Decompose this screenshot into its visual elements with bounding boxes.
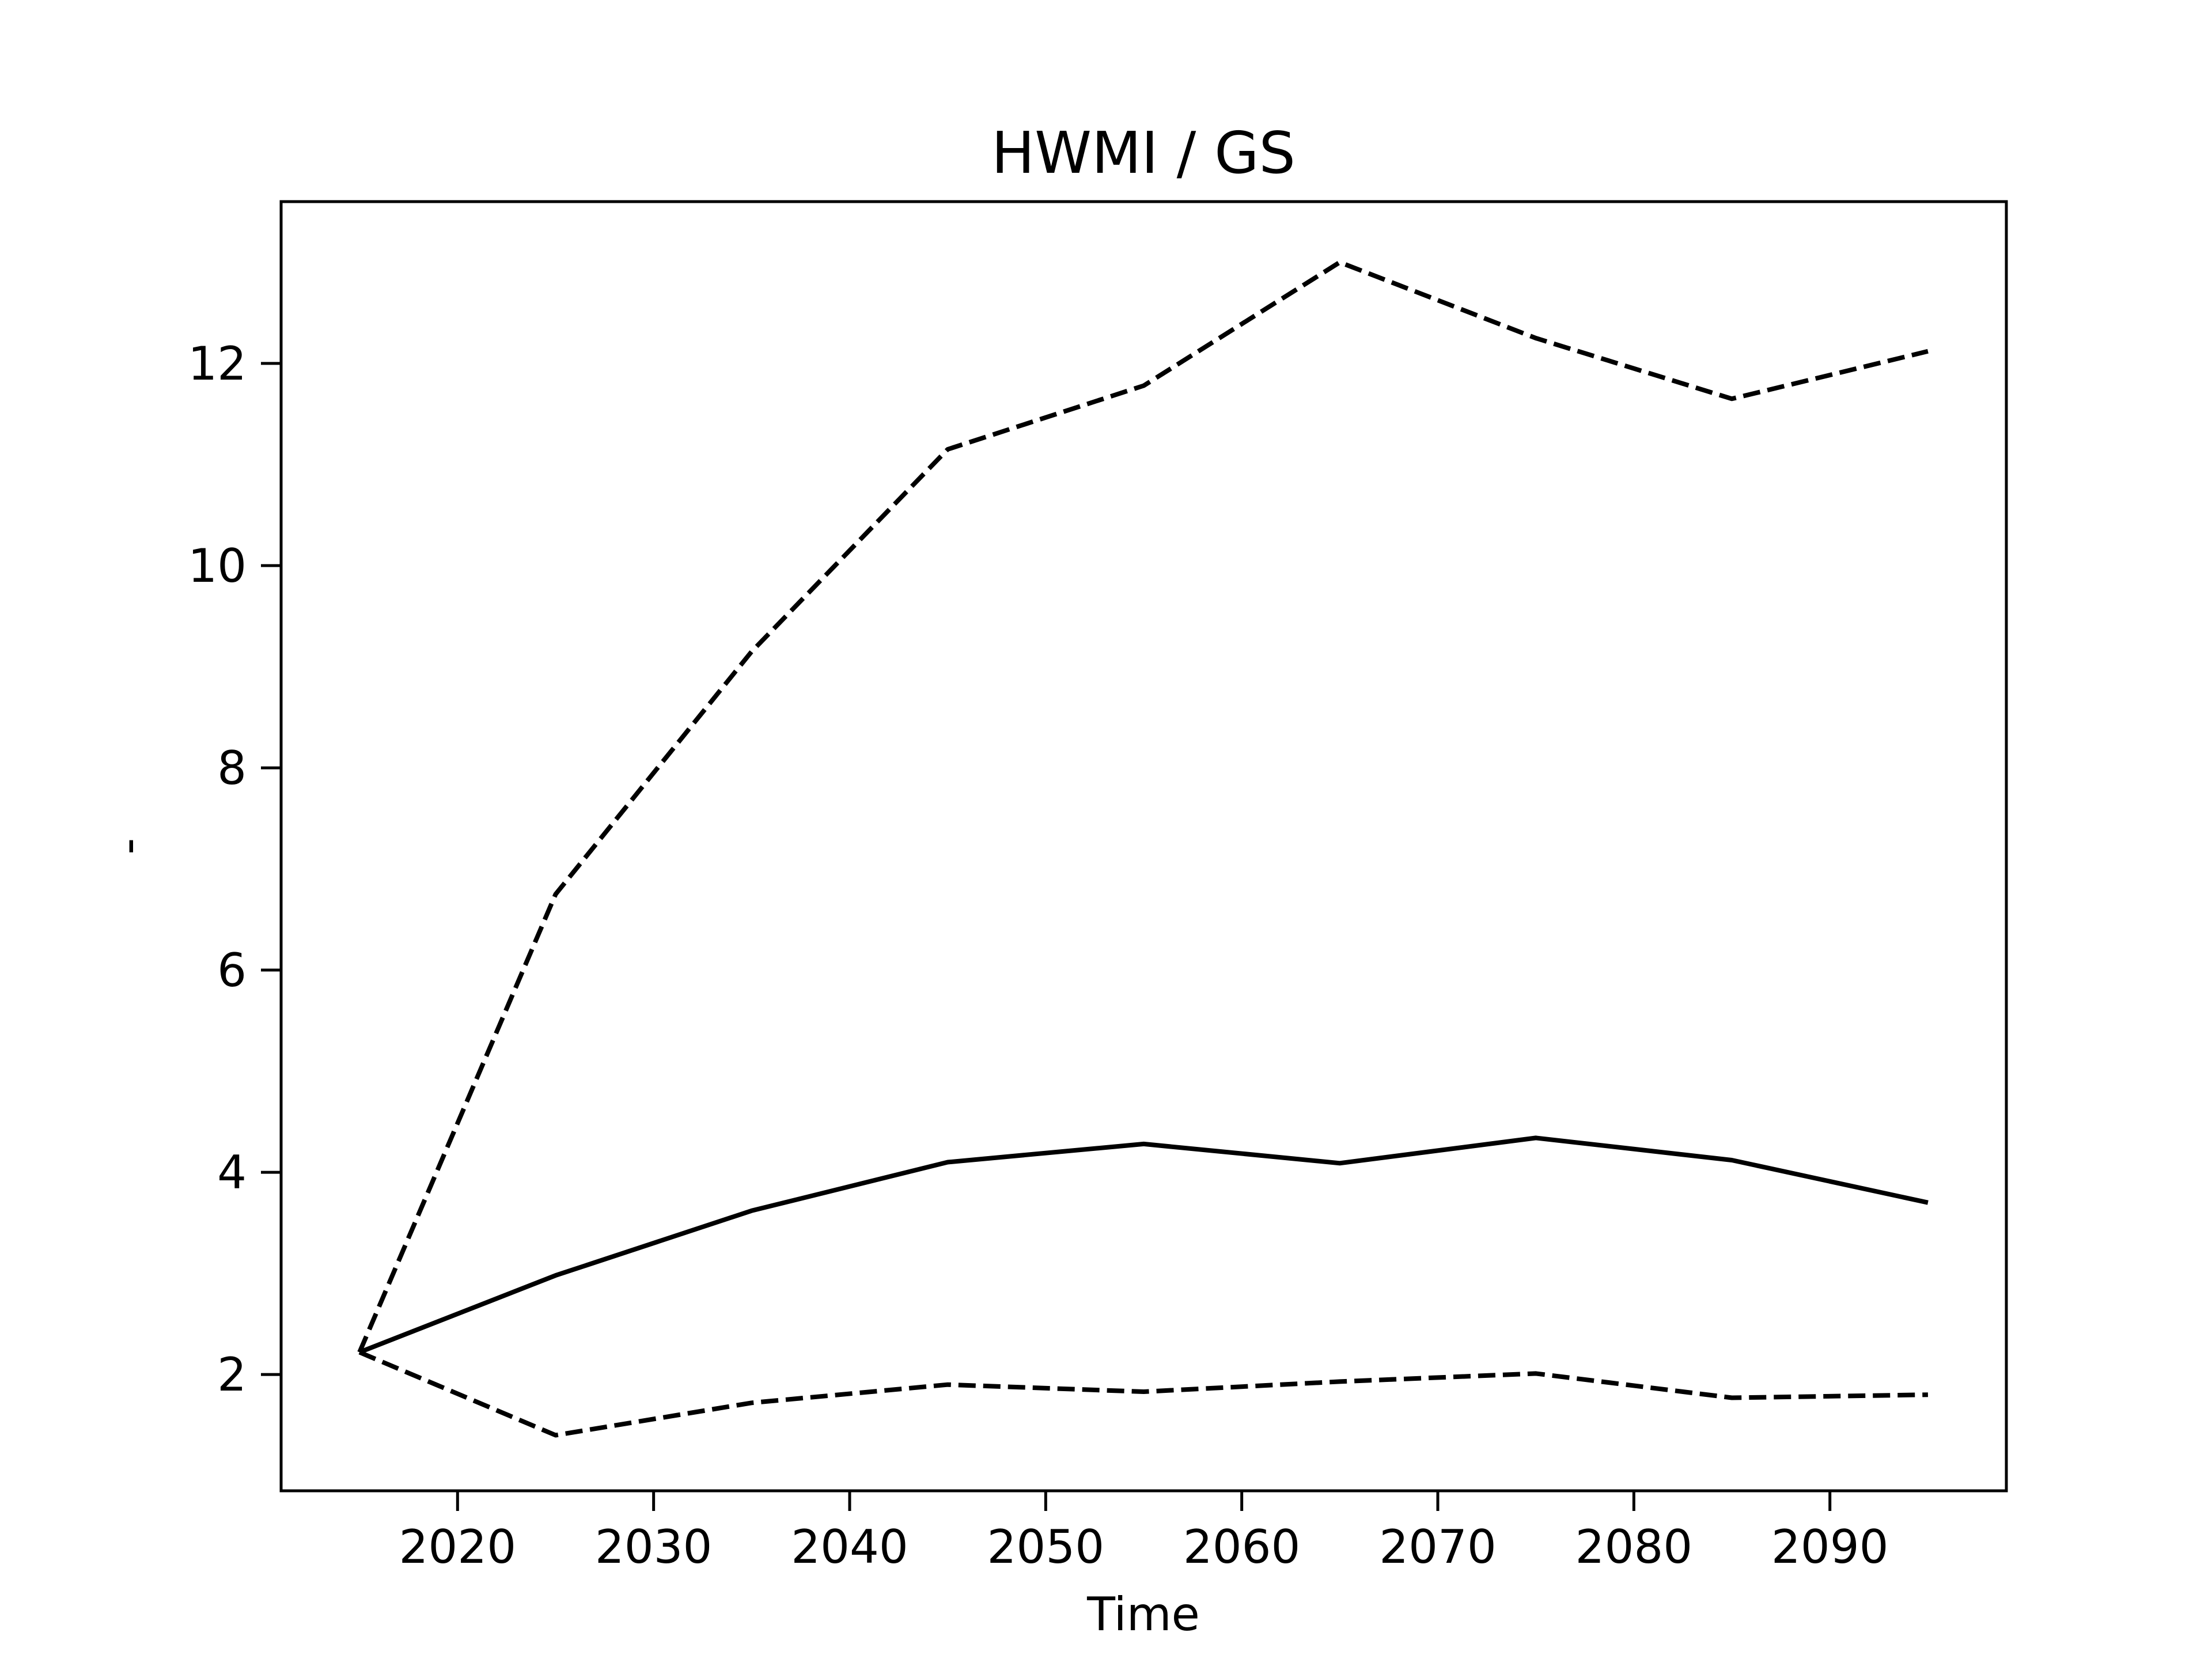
y-tick-label: 10 — [188, 539, 247, 593]
x-tick-label: 2090 — [1771, 1520, 1889, 1574]
y-tick-label: 2 — [217, 1348, 247, 1402]
series-line-dashed-1 — [357, 260, 1929, 1354]
plot-lines — [357, 260, 1929, 1438]
y-tick-label: 6 — [217, 944, 247, 997]
plot-frame — [279, 200, 2008, 1493]
y-axis-label: - — [101, 838, 155, 855]
x-tick-label: 2070 — [1379, 1520, 1497, 1574]
x-tick-label: 2060 — [1183, 1520, 1301, 1574]
y-tick-label: 4 — [217, 1146, 247, 1199]
y-axis-ticks: 2 4 6 8 10 12 — [188, 337, 281, 1402]
x-tick-label: 2040 — [791, 1520, 908, 1574]
x-axis-label: Time — [1086, 1588, 1200, 1641]
chart-title: HWMI / GS — [991, 119, 1296, 187]
series-line-dashed-2 — [358, 1350, 1928, 1438]
series-line-solid-0 — [358, 1135, 1929, 1355]
x-axis-ticks: 2020 2030 2040 2050 2060 2070 2080 2090 — [399, 1491, 1889, 1574]
x-tick-label: 2080 — [1575, 1520, 1693, 1574]
x-tick-label: 2050 — [987, 1520, 1105, 1574]
x-tick-label: 2030 — [595, 1520, 713, 1574]
x-tick-label: 2020 — [399, 1520, 517, 1574]
y-tick-label: 12 — [188, 337, 247, 391]
y-tick-label: 8 — [217, 741, 247, 795]
